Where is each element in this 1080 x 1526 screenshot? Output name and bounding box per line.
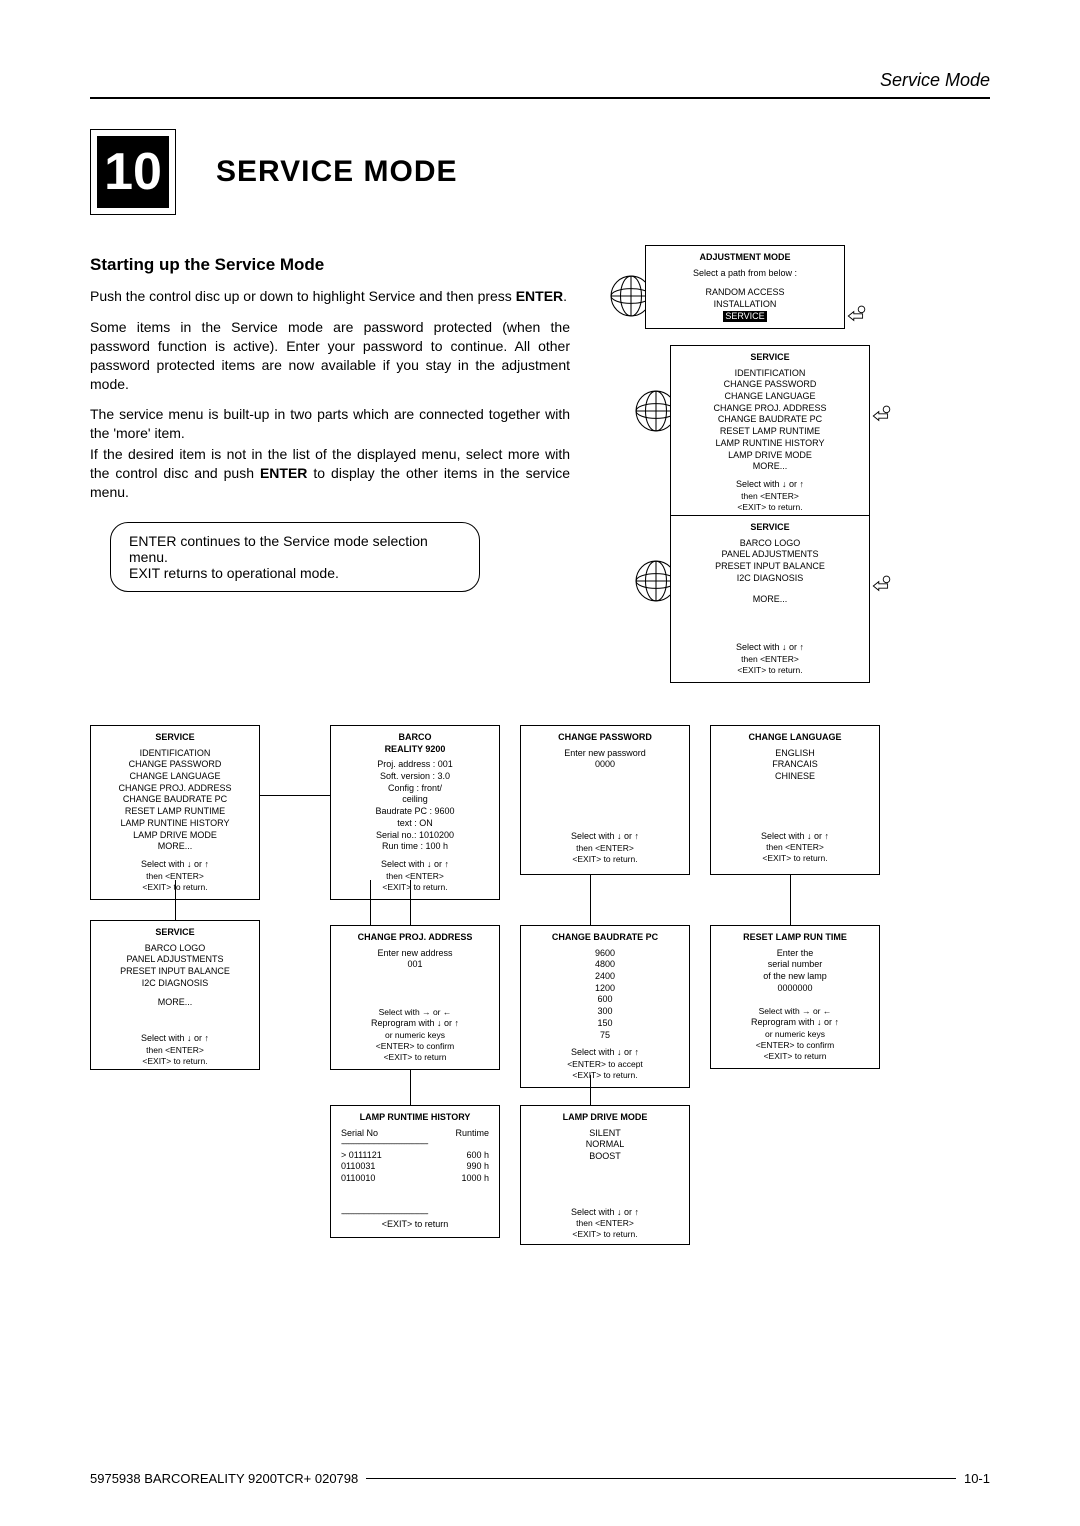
lamp-runtime-history-menu: LAMP RUNTIME HISTORY Serial NoRuntime --… [330, 1105, 500, 1238]
paragraph-3b: If the desired item is not in the list o… [90, 445, 570, 502]
paragraph-2: Some items in the Service mode are passw… [90, 318, 570, 394]
barco-reality-menu: BARCOREALITY 9200 Proj. address : 001 So… [330, 725, 500, 900]
change-password-menu: CHANGE PASSWORD Enter new password 0000 … [520, 725, 690, 875]
reset-lamp-runtime-menu: RESET LAMP RUN TIME Enter the serial num… [710, 925, 880, 1069]
chapter-heading: 10 SERVICE MODE [90, 129, 990, 215]
running-header: Service Mode [90, 70, 990, 99]
section-title: Starting up the Service Mode [90, 255, 570, 275]
adjustment-mode-menu: ADJUSTMENT MODE Select a path from below… [645, 245, 845, 329]
bottom-diagram: SERVICE IDENTIFICATION CHANGE PASSWORD C… [90, 725, 990, 1345]
chapter-number: 10 [97, 136, 169, 208]
footer-left: 5975938 BARCOREALITY 9200TCR+ 020798 [90, 1471, 358, 1486]
service-menu-1: SERVICE IDENTIFICATION CHANGE PASSWORD C… [670, 345, 870, 520]
change-language-menu: CHANGE LANGUAGE ENGLISH FRANCAIS CHINESE… [710, 725, 880, 875]
top-diagram: ADJUSTMENT MODE Select a path from below… [600, 245, 990, 705]
service-menu-b: SERVICE BARCO LOGO PANEL ADJUSTMENTS PRE… [90, 920, 260, 1070]
lamp-drive-mode-menu: LAMP DRIVE MODE SILENT NORMAL BOOST Sele… [520, 1105, 690, 1245]
service-menu-a: SERVICE IDENTIFICATION CHANGE PASSWORD C… [90, 725, 260, 900]
chapter-title: SERVICE MODE [216, 155, 458, 189]
hand-icon [870, 405, 892, 427]
note-box: ENTER continues to the Service mode sele… [110, 522, 480, 592]
change-baudrate-menu: CHANGE BAUDRATE PC 9600 4800 2400 1200 6… [520, 925, 690, 1088]
hand-icon [870, 575, 892, 597]
page-footer: 5975938 BARCOREALITY 9200TCR+ 020798 10-… [90, 1470, 990, 1486]
paragraph-3a: The service menu is built-up in two part… [90, 405, 570, 443]
change-proj-address-menu: CHANGE PROJ. ADDRESS Enter new address 0… [330, 925, 500, 1070]
paragraph-1: Push the control disc up or down to high… [90, 287, 570, 306]
chapter-number-box: 10 [90, 129, 176, 215]
hand-icon [845, 305, 867, 327]
service-menu-2: SERVICE BARCO LOGO PANEL ADJUSTMENTS PRE… [670, 515, 870, 683]
footer-right: 10-1 [964, 1471, 990, 1486]
